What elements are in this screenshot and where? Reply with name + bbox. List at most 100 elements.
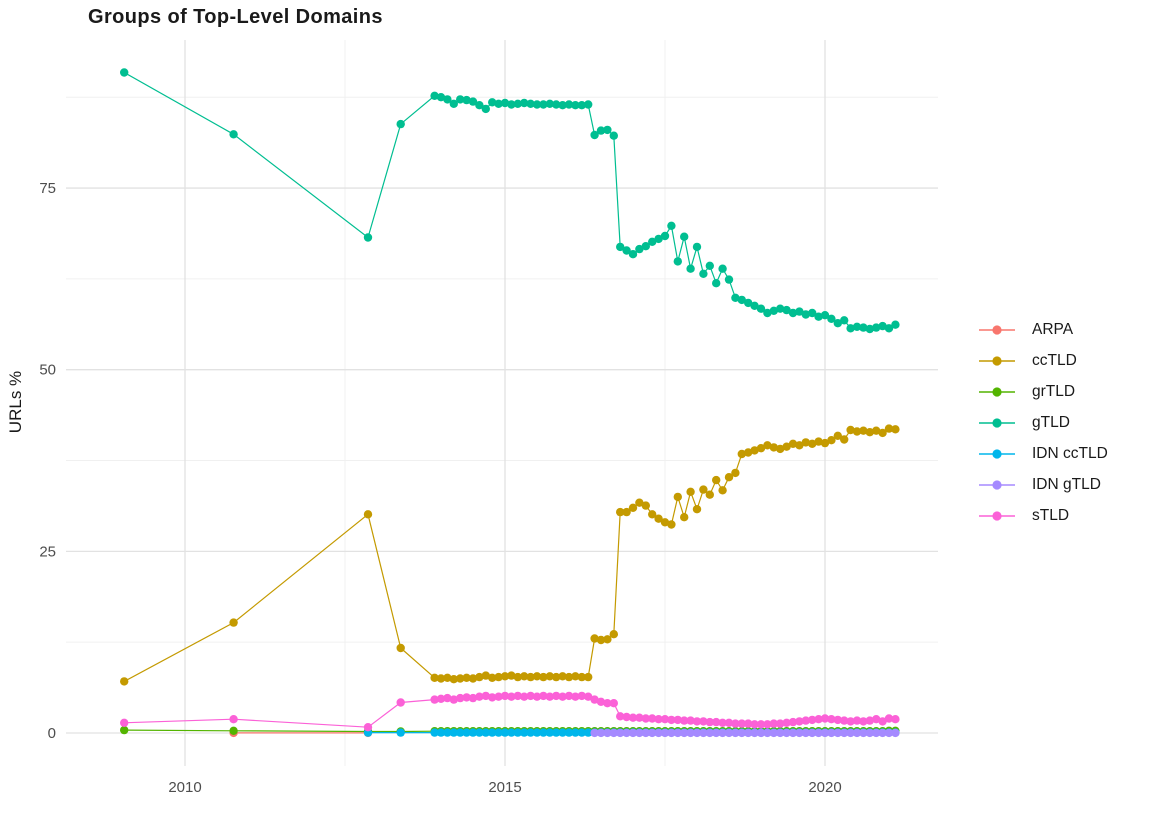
data-point [545, 692, 554, 701]
data-point [628, 503, 638, 512]
data-point [596, 697, 606, 706]
data-point [520, 692, 529, 701]
x-tick-label: 2015 [488, 779, 521, 796]
data-point [776, 728, 785, 738]
data-point [833, 728, 842, 738]
data-point [500, 728, 510, 737]
data-point [641, 728, 650, 738]
legend-key-icon [979, 324, 1015, 335]
data-point [801, 310, 810, 319]
data-point [808, 439, 817, 448]
data-point [443, 673, 452, 682]
data-point [229, 130, 238, 139]
data-point [532, 100, 542, 109]
x-tick-label: 2010 [168, 779, 201, 796]
data-point [667, 221, 676, 230]
legend-item-label: IDN ccTLD [1032, 444, 1108, 462]
data-point [609, 699, 618, 708]
data-point [737, 719, 746, 728]
data-point [859, 717, 868, 726]
data-point [699, 269, 708, 278]
data-point [500, 672, 510, 681]
data-point [475, 672, 484, 682]
data-point [891, 715, 900, 724]
data-point [795, 307, 804, 316]
data-point [680, 232, 689, 241]
data-point [488, 728, 497, 737]
data-point [667, 520, 676, 529]
data-point [686, 728, 695, 738]
legend-item-label: grTLD [1032, 382, 1076, 400]
data-point [686, 264, 695, 273]
data-point [396, 728, 405, 737]
data-point [673, 728, 682, 738]
data-point [891, 320, 900, 329]
data-point [475, 728, 484, 737]
data-point [808, 728, 817, 738]
data-point [564, 691, 574, 701]
y-tick-label: 25 [39, 543, 56, 560]
data-point [878, 728, 887, 738]
data-point [539, 728, 548, 737]
data-point [584, 100, 593, 109]
data-point [436, 694, 446, 703]
legend-item-grtld: grTLD [978, 376, 1108, 407]
data-point [763, 720, 772, 729]
data-point [705, 728, 714, 738]
data-point [782, 442, 791, 451]
data-point [699, 485, 708, 494]
data-point [229, 726, 238, 735]
data-point [833, 319, 842, 328]
data-point [699, 717, 708, 726]
data-point [229, 618, 238, 627]
data-point [577, 691, 586, 701]
data-point [577, 728, 586, 737]
data-point [436, 728, 446, 737]
data-point [763, 728, 772, 738]
data-point [616, 712, 625, 721]
legend-key-icon [979, 479, 1015, 490]
data-point [558, 101, 567, 110]
data-point [814, 715, 823, 724]
data-point [449, 99, 458, 109]
data-point [840, 728, 849, 738]
data-point [750, 446, 759, 455]
data-point [532, 728, 542, 737]
legend-key-icon [979, 510, 1015, 521]
data-point [456, 728, 465, 737]
data-point [571, 672, 580, 681]
data-point [436, 674, 446, 683]
data-point [507, 671, 516, 680]
data-point [532, 692, 542, 701]
legend-item-label: gTLD [1032, 413, 1070, 431]
data-point [878, 717, 887, 726]
data-point [814, 437, 823, 446]
data-point [884, 324, 894, 333]
data-point [891, 728, 900, 738]
data-point [827, 436, 836, 445]
data-point [635, 713, 644, 722]
data-point [622, 712, 631, 722]
data-point [526, 99, 535, 109]
data-point [468, 728, 478, 737]
data-point [782, 728, 791, 738]
data-point [539, 672, 548, 682]
legend-key-icon [979, 448, 1015, 459]
data-point [648, 510, 657, 519]
data-point [680, 716, 689, 725]
data-point [846, 324, 855, 333]
data-point [884, 714, 894, 723]
data-point [884, 728, 894, 738]
data-point [120, 725, 129, 735]
data-point [673, 257, 682, 266]
data-point [120, 718, 129, 727]
legend-item-label: ccTLD [1032, 351, 1077, 369]
data-point [596, 728, 606, 738]
data-point [449, 728, 458, 737]
data-point [648, 714, 657, 723]
data-point [737, 728, 746, 738]
data-point [596, 635, 606, 645]
data-point [590, 634, 599, 643]
